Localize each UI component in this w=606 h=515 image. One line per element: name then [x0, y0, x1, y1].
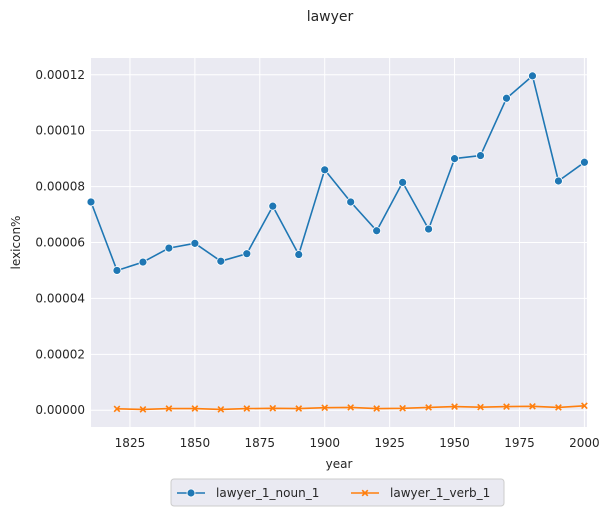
data-point	[191, 405, 199, 412]
chart-title: lawyer	[307, 9, 354, 25]
x-tick-label: 1825	[115, 436, 146, 450]
x-tick-label: 2000	[569, 436, 600, 450]
x-tick-label: 1875	[245, 436, 276, 450]
data-point	[372, 226, 382, 236]
data-point	[580, 157, 589, 167]
legend: lawyer_1_noun_1 lawyer_1_verb_1	[170, 478, 505, 507]
legend-marker	[186, 488, 196, 498]
y-tick-label: 0.00012	[35, 68, 85, 82]
data-point	[243, 405, 251, 412]
x-tick-label: 1950	[439, 436, 470, 450]
data-point	[554, 176, 563, 186]
data-point	[216, 256, 226, 266]
data-point	[86, 197, 96, 207]
data-point	[346, 197, 356, 207]
data-point	[320, 165, 330, 175]
data-point	[294, 250, 304, 259]
data-point	[502, 93, 511, 103]
data-point	[190, 238, 200, 248]
y-tick-label: 0.00010	[35, 124, 85, 138]
data-point	[268, 201, 278, 211]
data-point	[398, 177, 408, 187]
data-point	[450, 154, 459, 164]
x-tick-label: 1850	[180, 436, 211, 450]
data-point	[217, 406, 225, 413]
x-tick-label: 1925	[374, 436, 405, 450]
data-point	[347, 404, 355, 411]
y-axis-label: lexicon%	[9, 216, 23, 270]
data-point	[165, 405, 173, 412]
data-point	[528, 71, 537, 81]
legend-box	[170, 478, 505, 507]
data-point	[269, 404, 277, 412]
y-tick-label: 0.00002	[35, 347, 85, 361]
data-point	[373, 405, 381, 412]
data-point	[451, 403, 458, 410]
data-point	[399, 404, 406, 412]
grid-lines	[91, 58, 587, 427]
data-point	[113, 405, 121, 413]
series-layer	[86, 71, 589, 413]
y-tick-label: 0.00004	[35, 291, 85, 305]
data-point	[164, 243, 174, 253]
data-point	[555, 404, 562, 411]
data-point	[503, 403, 510, 410]
legend-label: lawyer_1_verb_1	[390, 486, 490, 500]
legend-marker	[361, 489, 369, 497]
data-point	[139, 406, 147, 413]
legend-item-lawyer_1_noun_1: lawyer_1_noun_1	[177, 486, 319, 500]
data-point	[321, 404, 329, 412]
data-point	[529, 402, 536, 410]
legend-items: lawyer_1_noun_1 lawyer_1_verb_1	[177, 486, 490, 500]
data-point	[425, 404, 432, 411]
data-point	[476, 151, 485, 160]
series-lawyer_1_noun_1	[86, 71, 589, 275]
data-point	[138, 257, 148, 267]
x-tick-label: 1900	[309, 436, 340, 450]
data-point	[112, 266, 122, 275]
legend-label: lawyer_1_noun_1	[216, 486, 319, 500]
x-tick-label: 1975	[504, 436, 535, 450]
data-point	[477, 403, 484, 411]
y-tick-label: 0.00006	[35, 236, 85, 250]
data-point	[295, 405, 303, 412]
data-point	[242, 249, 252, 259]
series-lawyer_1_verb_1	[113, 402, 588, 413]
legend-item-lawyer_1_verb_1: lawyer_1_verb_1	[351, 486, 490, 500]
y-tick-label: 0.00008	[35, 180, 85, 194]
x-axis-ticks: 1825 1850 1875 1900 1925 1950 1975 2000	[115, 436, 600, 450]
x-axis-label: year	[326, 457, 353, 471]
y-tick-label: 0.00000	[35, 403, 85, 417]
data-point	[581, 402, 588, 410]
y-axis-ticks: 0.00000 0.00002 0.00004 0.00006 0.00008 0.000…	[35, 68, 85, 417]
data-point	[424, 224, 433, 234]
